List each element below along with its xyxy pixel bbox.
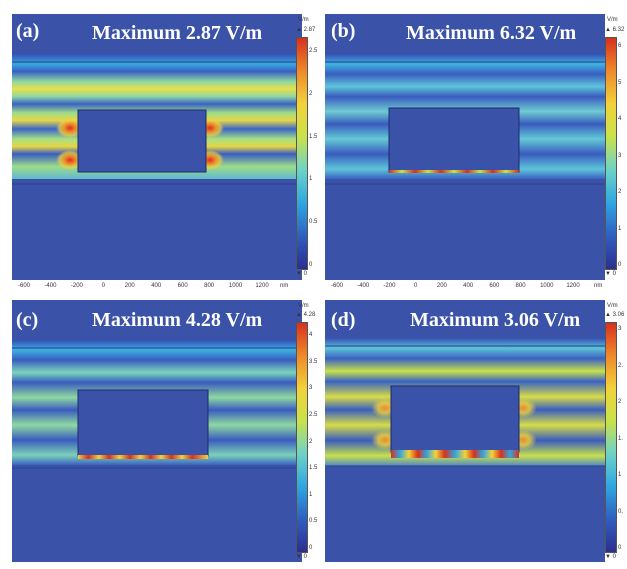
colorbar-tick-label: 3 [618, 152, 622, 159]
colorbar-tick-label: 4 [309, 332, 313, 338]
colorbar-tick-label: 4 [618, 116, 622, 122]
colorbar [605, 37, 617, 270]
colorbar-tick-label: 3 [618, 326, 622, 332]
colorbar-tick-label: 1 [618, 225, 622, 232]
x-tick-label: 200 [436, 283, 447, 289]
field-map-b [325, 14, 605, 280]
colorbar-tick-label: 0 [309, 262, 313, 268]
x-tick-label: 800 [204, 283, 215, 289]
colorbar-tick-label: 5 [618, 79, 622, 86]
colorbar [296, 322, 308, 553]
panel-label: (c) [16, 309, 39, 331]
colorbar-unit: V/m [298, 303, 309, 309]
colorbar-min: ▼ 0 [296, 271, 307, 277]
panel-label: (d) [331, 309, 356, 331]
hotspot-stripe [391, 450, 519, 458]
colorbar-tick-label: 2 [618, 189, 622, 195]
x-tick-label: 200 [124, 283, 135, 289]
colorbar-min: ▼ 0 [605, 554, 616, 560]
x-tick-label: 1200 [566, 283, 580, 289]
x-tick-label: -400 [357, 283, 370, 289]
field-map-d [325, 300, 605, 562]
colorbar-tick-label: 0.5 [309, 219, 318, 226]
x-tick-label: -600 [330, 283, 344, 289]
x-axis-unit: nm [594, 283, 603, 289]
field-map-c [12, 300, 302, 562]
colorbar-tick-label: 0.5 [309, 518, 318, 525]
x-tick-label: -600 [17, 283, 31, 289]
x-tick-label: 400 [151, 283, 162, 289]
hotspot-stripe [78, 455, 208, 459]
colorbar-tick-label: 2.5 [309, 411, 318, 418]
colorbar-tick-label: 1.5 [309, 465, 318, 472]
colorbar-max: ▲ 3.06 [605, 312, 625, 318]
colorbar-tick-label: 2 [309, 90, 313, 97]
maximum-label: Maximum 4.28 V/m [92, 309, 263, 331]
colorbar-tick-label: 0 [618, 262, 622, 268]
colorbar [605, 322, 617, 553]
colorbar-tick-label: 0 [618, 545, 622, 551]
maximum-label: Maximum 3.06 V/m [410, 309, 581, 331]
colorbar-min: ▼ 0 [296, 554, 307, 560]
panel-label: (a) [16, 20, 40, 42]
colorbar-tick-label: 2. [618, 362, 624, 369]
colorbar-tick-label: 1.5 [309, 133, 318, 140]
x-tick-label: 1200 [255, 283, 269, 289]
x-tick-label: -200 [70, 283, 83, 289]
colorbar-max: ▲ 6.32 [605, 27, 625, 33]
hotspot [56, 150, 84, 170]
x-tick-label: 1000 [540, 283, 554, 289]
field-map-a [12, 14, 302, 280]
colorbar-unit: V/m [298, 17, 309, 23]
nanostructure-block [77, 389, 209, 457]
x-tick-label: 0 [101, 283, 105, 289]
x-tick-label: -200 [383, 283, 396, 289]
x-tick-label: 600 [177, 283, 188, 289]
colorbar-tick-label: 1 [618, 472, 622, 478]
x-tick-label: -400 [44, 283, 57, 289]
x-tick-label: 800 [515, 283, 526, 289]
colorbar-max: ▲ 2.87 [296, 27, 316, 33]
hotspot [56, 118, 84, 138]
colorbar [296, 37, 308, 270]
colorbar-unit: V/m [607, 17, 618, 23]
maximum-label: Maximum 2.87 V/m [92, 22, 263, 44]
nanostructure-block [77, 109, 207, 173]
colorbar-max: ▲ 4.28 [296, 312, 316, 318]
colorbar-tick-label: 3.5 [309, 358, 318, 365]
panel-label: (b) [331, 20, 356, 42]
colorbar-tick-label: 1 [309, 491, 313, 498]
colorbar-tick-label: 1 [309, 176, 313, 183]
hotspot-stripe [389, 170, 519, 173]
colorbar-tick-label: 1. [618, 435, 624, 442]
x-tick-label: 400 [463, 283, 474, 289]
x-tick-label: 0 [413, 283, 418, 289]
colorbar-unit: V/m [607, 303, 618, 309]
colorbar-tick-label: 3 [309, 385, 313, 392]
nanostructure-block [390, 385, 520, 453]
nanostructure-block [388, 107, 520, 173]
colorbar-min: ▼ 0 [605, 271, 616, 277]
x-axis-unit: nm [280, 283, 289, 289]
colorbar-tick-label: 2 [309, 438, 313, 445]
colorbar-tick-label: 0. [618, 508, 624, 515]
colorbar-tick-label: 6 [618, 43, 622, 49]
colorbar-tick-label: 2.5 [309, 48, 318, 54]
colorbar-tick-label: 2 [618, 399, 622, 405]
colorbar-tick-label: 0 [309, 545, 313, 551]
x-tick-label: 600 [489, 283, 500, 289]
x-tick-label: 1000 [228, 283, 243, 289]
maximum-label: Maximum 6.32 V/m [406, 22, 577, 44]
